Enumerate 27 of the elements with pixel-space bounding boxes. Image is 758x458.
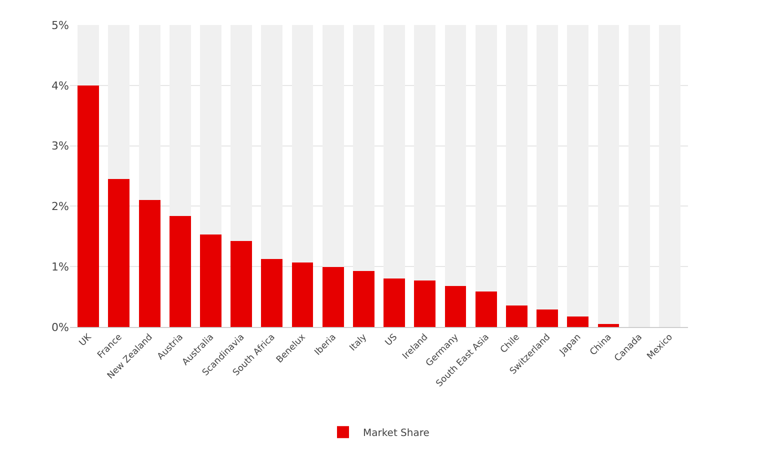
bar bbox=[384, 278, 405, 327]
bar bbox=[108, 179, 130, 327]
bar bbox=[598, 324, 620, 327]
y-tick-label: 5% bbox=[52, 18, 69, 32]
y-tick-label: 4% bbox=[52, 79, 69, 92]
bar bbox=[200, 234, 222, 327]
bar bbox=[322, 267, 344, 327]
bar bbox=[169, 216, 191, 327]
bar bbox=[444, 286, 466, 327]
bar bbox=[536, 309, 558, 327]
y-tick-label: 2% bbox=[52, 200, 69, 214]
y-tick-label: 3% bbox=[52, 140, 69, 153]
y-tick-label: 0% bbox=[52, 320, 69, 334]
y-tick-label: 1% bbox=[52, 260, 69, 274]
bar bbox=[506, 305, 528, 327]
bar bbox=[261, 258, 283, 327]
bar bbox=[567, 316, 589, 327]
bar bbox=[138, 200, 160, 327]
bar bbox=[475, 291, 497, 327]
x-tick-label: US bbox=[384, 332, 400, 348]
bar bbox=[292, 262, 314, 327]
bar bbox=[414, 280, 436, 327]
bar bbox=[353, 270, 374, 327]
bar bbox=[78, 85, 100, 327]
legend-label: Market Share bbox=[363, 428, 430, 439]
x-tick-label: UK bbox=[78, 332, 94, 348]
bar bbox=[230, 241, 252, 327]
